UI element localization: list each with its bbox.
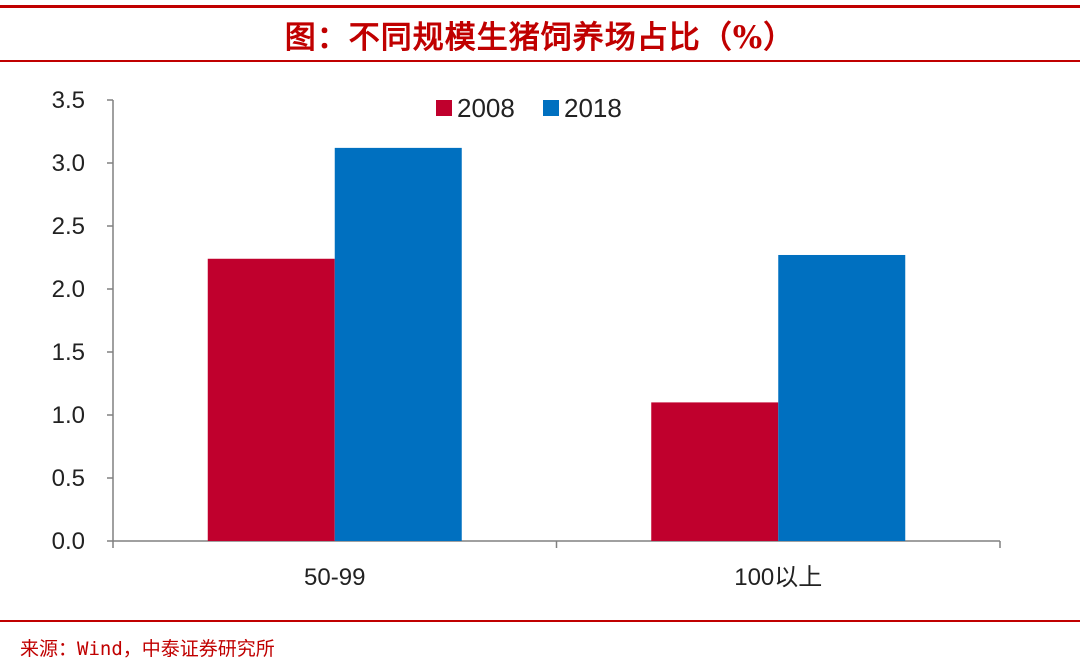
bar-chart: 0.0 0.5 1.0 1.5 2.0 2.5 3.0 3.5 50-99 100以上 2008 20… xyxy=(52,87,1001,591)
source-note: 来源：Wind，中泰证券研究所 xyxy=(20,638,275,660)
x-category-label: 50-99 xyxy=(304,564,365,591)
y-tick-label: 0.5 xyxy=(52,465,85,492)
plot-area: 0.0 0.5 1.0 1.5 2.0 2.5 3.0 3.5 50-99 100以上 2008 20… xyxy=(52,87,1001,591)
title-divider-line xyxy=(0,60,1080,62)
legend-swatch-2008 xyxy=(436,100,452,116)
y-tick-label: 3.5 xyxy=(52,87,85,114)
y-tick-label: 2.0 xyxy=(52,276,85,303)
y-tick-label: 0.0 xyxy=(52,528,85,555)
y-tick-label: 3.0 xyxy=(52,150,85,177)
legend-label-2018: 2018 xyxy=(564,93,622,123)
bar-2018-0 xyxy=(334,147,462,541)
legend-swatch-2018 xyxy=(543,100,559,116)
legend-label-2008: 2008 xyxy=(457,93,515,123)
y-tick-label: 1.0 xyxy=(52,402,85,429)
y-tick-label: 2.5 xyxy=(52,213,85,240)
bar-2018-1 xyxy=(778,254,906,542)
footer-divider-line xyxy=(0,620,1080,622)
chart-title: 图：不同规模生猪饲养场占比（%） xyxy=(284,20,796,56)
y-tick-label: 1.5 xyxy=(52,339,85,366)
x-category-label: 100以上 xyxy=(734,564,822,591)
bar-2008-1 xyxy=(651,402,779,541)
bar-2008-0 xyxy=(207,258,335,541)
top-border-line xyxy=(0,5,1080,8)
